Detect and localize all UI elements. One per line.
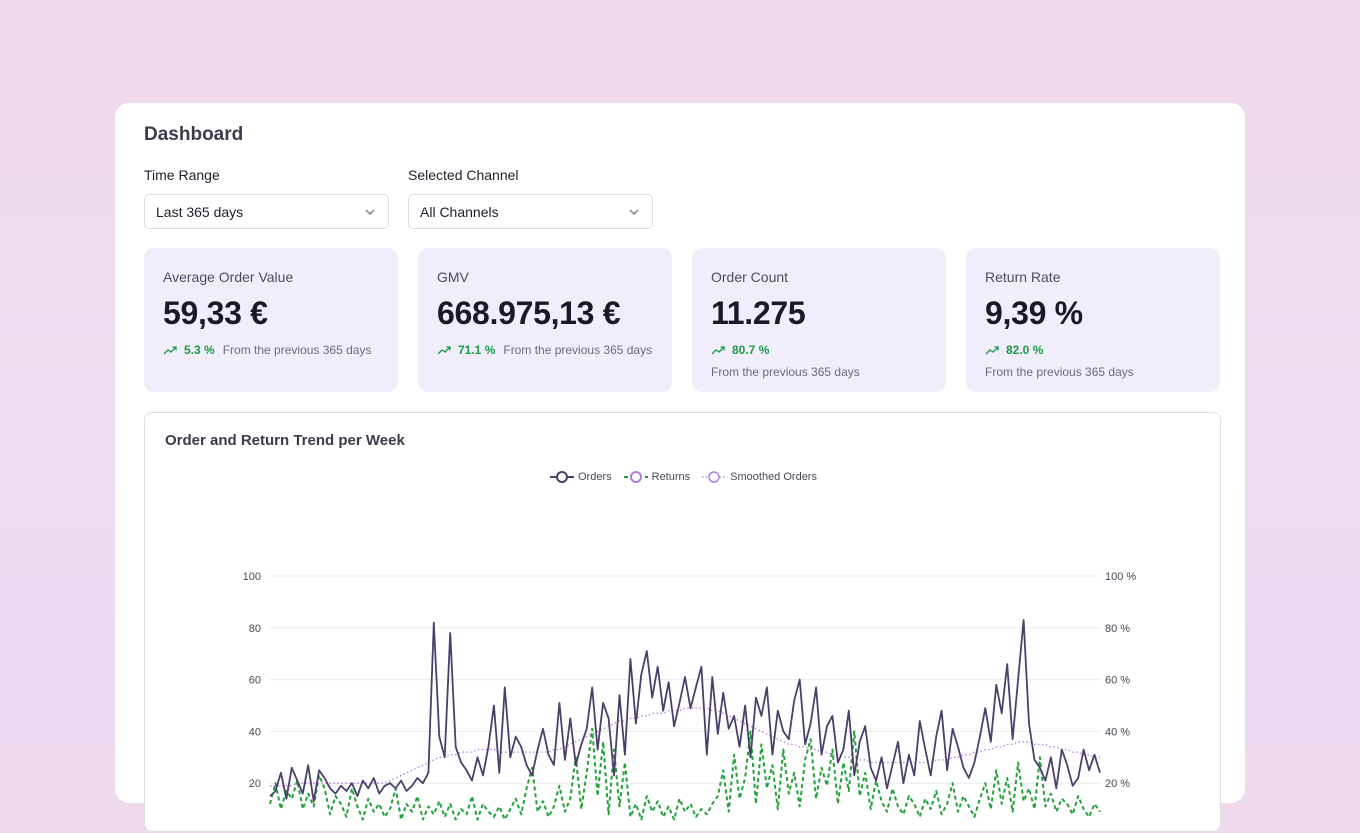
channel-select[interactable]: All Channels	[408, 194, 653, 229]
legend-smoothed-orders[interactable]: Smoothed Orders	[702, 470, 817, 484]
y-left-tick: 40	[249, 726, 261, 738]
channel-label: Selected Channel	[408, 167, 519, 183]
chart-title: Order and Return Trend per Week	[165, 432, 405, 449]
trend-up-icon	[163, 346, 177, 355]
kpi-note: From the previous 365 days	[222, 343, 372, 357]
time-range-label: Time Range	[144, 167, 220, 183]
y-right-tick: 80 %	[1105, 623, 1130, 635]
time-range-select[interactable]: Last 365 days	[144, 194, 389, 229]
chevron-down-icon	[365, 209, 375, 215]
kpi-change: 5.3 %	[184, 343, 215, 357]
kpi-order-count: Order Count 11.275 80.7 % From the previ…	[692, 248, 946, 392]
trend-up-icon	[437, 346, 451, 355]
smoothed-orders-line	[270, 707, 1100, 787]
legend-orders-swatch	[550, 471, 574, 483]
kpi-trend: 71.1 % From the previous 365 days	[437, 343, 653, 357]
kpi-note: From the previous 365 days	[503, 343, 653, 357]
dashboard-card: Dashboard Time Range Last 365 days Selec…	[115, 103, 1245, 832]
kpi-average-order-value: Average Order Value 59,33 € 5.3 % From t…	[144, 248, 398, 392]
y-right-tick: 100 %	[1105, 571, 1136, 583]
kpi-trend: 80.7 % From the previous 365 days	[711, 343, 927, 379]
kpi-value: 59,33 €	[163, 295, 268, 331]
kpi-gmv: GMV 668.975,13 € 71.1 % From the previou…	[418, 248, 672, 392]
kpi-label: Return Rate	[985, 269, 1061, 285]
channel-value: All Channels	[420, 203, 499, 220]
legend-returns-swatch	[623, 471, 648, 483]
orders-line	[269, 619, 1101, 803]
chevron-down-icon	[629, 209, 639, 215]
trend-chart-card: 100 100 % 80 80 % 60 60 % 40 40 % 20 20 % Order a…	[144, 412, 1221, 832]
y-right-tick: 60 %	[1105, 675, 1130, 687]
trend-up-icon	[985, 346, 999, 355]
time-range-filter: Time Range Last 365 days	[144, 167, 389, 229]
legend-smoothed-label: Smoothed Orders	[730, 471, 817, 483]
time-range-value: Last 365 days	[156, 203, 244, 220]
y-left-tick: 60	[249, 675, 261, 687]
kpi-note: From the previous 365 days	[985, 365, 1134, 379]
kpi-label: GMV	[437, 269, 469, 285]
y-right-tick: 20 %	[1105, 778, 1130, 790]
y-left-tick: 80	[249, 623, 261, 635]
y-right-tick: 40 %	[1105, 726, 1130, 738]
kpi-value: 9,39 %	[985, 295, 1083, 331]
kpi-return-rate: Return Rate 9,39 % 82.0 % From the previ…	[966, 248, 1220, 392]
trend-up-icon	[711, 346, 725, 355]
kpi-value: 668.975,13 €	[437, 295, 621, 331]
kpi-note: From the previous 365 days	[711, 365, 860, 379]
legend-returns-label: Returns	[651, 471, 691, 483]
channel-filter: Selected Channel All Channels	[408, 167, 653, 229]
kpi-label: Order Count	[711, 269, 789, 285]
kpi-label: Average Order Value	[163, 269, 294, 285]
legend-orders-label: Orders	[578, 471, 612, 483]
y-left-tick: 20	[249, 778, 261, 790]
kpi-value: 11.275	[711, 295, 806, 331]
legend-orders[interactable]: Orders	[550, 470, 612, 484]
kpi-trend: 82.0 % From the previous 365 days	[985, 343, 1201, 379]
kpi-change: 80.7 %	[732, 343, 770, 357]
kpi-change: 71.1 %	[458, 343, 496, 357]
chart-legend: Orders Returns Smoothed Orders	[145, 470, 1222, 484]
y-left-tick: 100	[243, 571, 261, 583]
kpi-change: 82.0 %	[1006, 343, 1044, 357]
page-title: Dashboard	[144, 124, 244, 145]
kpi-trend: 5.3 % From the previous 365 days	[163, 343, 379, 357]
returns-line	[269, 727, 1101, 821]
legend-returns[interactable]: Returns	[623, 470, 691, 484]
legend-smoothed-swatch	[702, 471, 727, 483]
